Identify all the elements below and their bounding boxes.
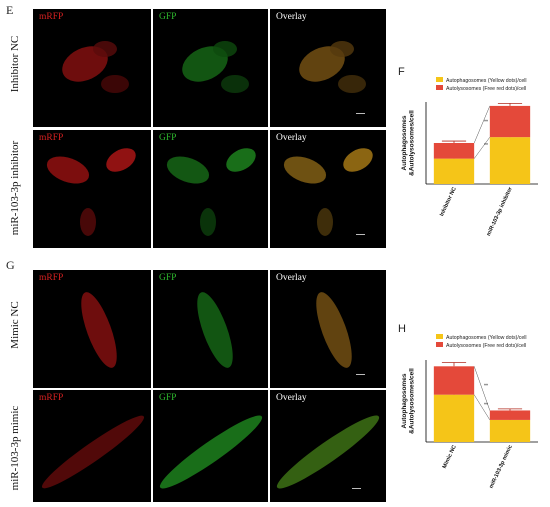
category-tick-label: miR-103-3p inhibitor [486, 186, 514, 238]
chart-f-svg: F Autophagosomes (Yellow dots)/cell Autoly… [398, 66, 538, 238]
cell-shape [159, 415, 263, 489]
micro-inhibitor-nc-gfp: GFP [153, 9, 268, 127]
legend-label: Autolysosomes (Free red dots)/cell [446, 86, 526, 92]
micro-mir-inhibitor-mrfp: mRFP [33, 130, 151, 248]
cell-shape [41, 415, 145, 489]
cell-shape [62, 41, 129, 93]
row-label-mimic-nc: Mimic NC [9, 301, 21, 349]
cell-shape [316, 292, 352, 368]
legend-label: Autophagosomes (Yellow dots)/cell [446, 335, 527, 341]
cell-shape [46, 148, 136, 236]
chart-h: H Autophagosomes (Yellow dots)/cell Autoly… [392, 318, 548, 502]
chart-h-svg: H Autophagosomes (Yellow dots)/cell Autoly… [398, 323, 538, 490]
significance-mark: ** [484, 383, 488, 389]
y-axis-label: Autophagosomes&Autolysosomes/cell [401, 110, 416, 176]
legend-swatch [436, 334, 443, 339]
channel-label-gfp: GFP [159, 393, 177, 403]
channel-label-overlay: Overlay [276, 133, 307, 143]
cell-shape [81, 292, 117, 368]
channel-label-gfp: GFP [159, 273, 177, 283]
channel-label-overlay: Overlay [276, 393, 307, 403]
significance-mark: ** [484, 402, 488, 408]
bar-segment [489, 419, 531, 442]
micro-mimic-nc-overlay: Overlay [270, 270, 386, 388]
bar-segment [433, 366, 475, 395]
micro-inhibitor-nc-overlay: Overlay [270, 9, 386, 127]
micro-mir-mimic-overlay: Overlay [270, 390, 386, 502]
category-tick-label: Mimic NC [442, 444, 458, 469]
cell-shape [283, 148, 373, 236]
scale-bar [356, 234, 365, 235]
cell-shape [276, 415, 380, 489]
bar-segment [433, 394, 475, 442]
significance-mark: ** [484, 143, 488, 149]
legend-swatch [436, 85, 443, 90]
row-label-inhibitor-nc: Inhibitor NC [9, 35, 21, 93]
panel-letter-g: G [6, 258, 15, 272]
panel-letter: F [398, 66, 405, 78]
panel-letter: H [398, 323, 406, 335]
y-axis-label: Autophagosomes&Autolysosomes/cell [401, 368, 416, 434]
channel-label-overlay: Overlay [276, 273, 307, 283]
legend-label: Autolysosomes (Free red dots)/cell [446, 343, 526, 349]
bar-segment [433, 143, 475, 159]
category-tick-label: miR-103-3p mimic [488, 444, 513, 489]
channel-label-overlay: Overlay [276, 12, 307, 22]
significance-line [473, 136, 491, 159]
category-tick-label: Inhibitor NC [439, 186, 458, 217]
bar-segment [489, 137, 531, 184]
scale-bar [356, 113, 365, 114]
channel-label-gfp: GFP [159, 12, 177, 22]
legend-swatch [436, 342, 443, 347]
micro-mir-inhibitor-overlay: Overlay [270, 130, 386, 248]
cell-shape [299, 41, 366, 93]
significance-line [473, 105, 491, 144]
cell-shape [166, 148, 256, 236]
micro-mir-mimic-mrfp: mRFP [33, 390, 151, 502]
channel-label-mrfp: mRFP [39, 393, 64, 403]
channel-label-mrfp: mRFP [39, 273, 64, 283]
channel-label-mrfp: mRFP [39, 12, 64, 22]
scale-bar [356, 374, 365, 375]
micro-mimic-nc-gfp: GFP [153, 270, 268, 388]
channel-label-gfp: GFP [159, 133, 177, 143]
micro-mir-inhibitor-gfp: GFP [153, 130, 268, 248]
legend-swatch [436, 77, 443, 82]
chart-f: F Autophagosomes (Yellow dots)/cell Autoly… [392, 62, 548, 252]
legend-label: Autophagosomes (Yellow dots)/cell [446, 78, 527, 84]
micro-mimic-nc-mrfp: mRFP [33, 270, 151, 388]
cell-shape [197, 292, 233, 368]
significance-line [473, 366, 491, 411]
bar-segment [489, 105, 531, 138]
channel-label-mrfp: mRFP [39, 133, 64, 143]
scale-bar [352, 488, 361, 489]
micro-mir-mimic-gfp: GFP [153, 390, 268, 502]
significance-mark: ** [484, 119, 488, 125]
micro-inhibitor-nc-mrfp: mRFP [33, 9, 151, 127]
cell-shape [182, 41, 249, 93]
significance-line [473, 394, 491, 421]
panel-letter-e: E [6, 3, 14, 17]
bar-segment [433, 158, 475, 184]
bar-segment [489, 410, 531, 420]
row-label-mir-inhibitor: miR-103-3p inhibitor [9, 140, 21, 236]
row-label-mir-mimic: miR-103-3p mimic [9, 405, 21, 491]
